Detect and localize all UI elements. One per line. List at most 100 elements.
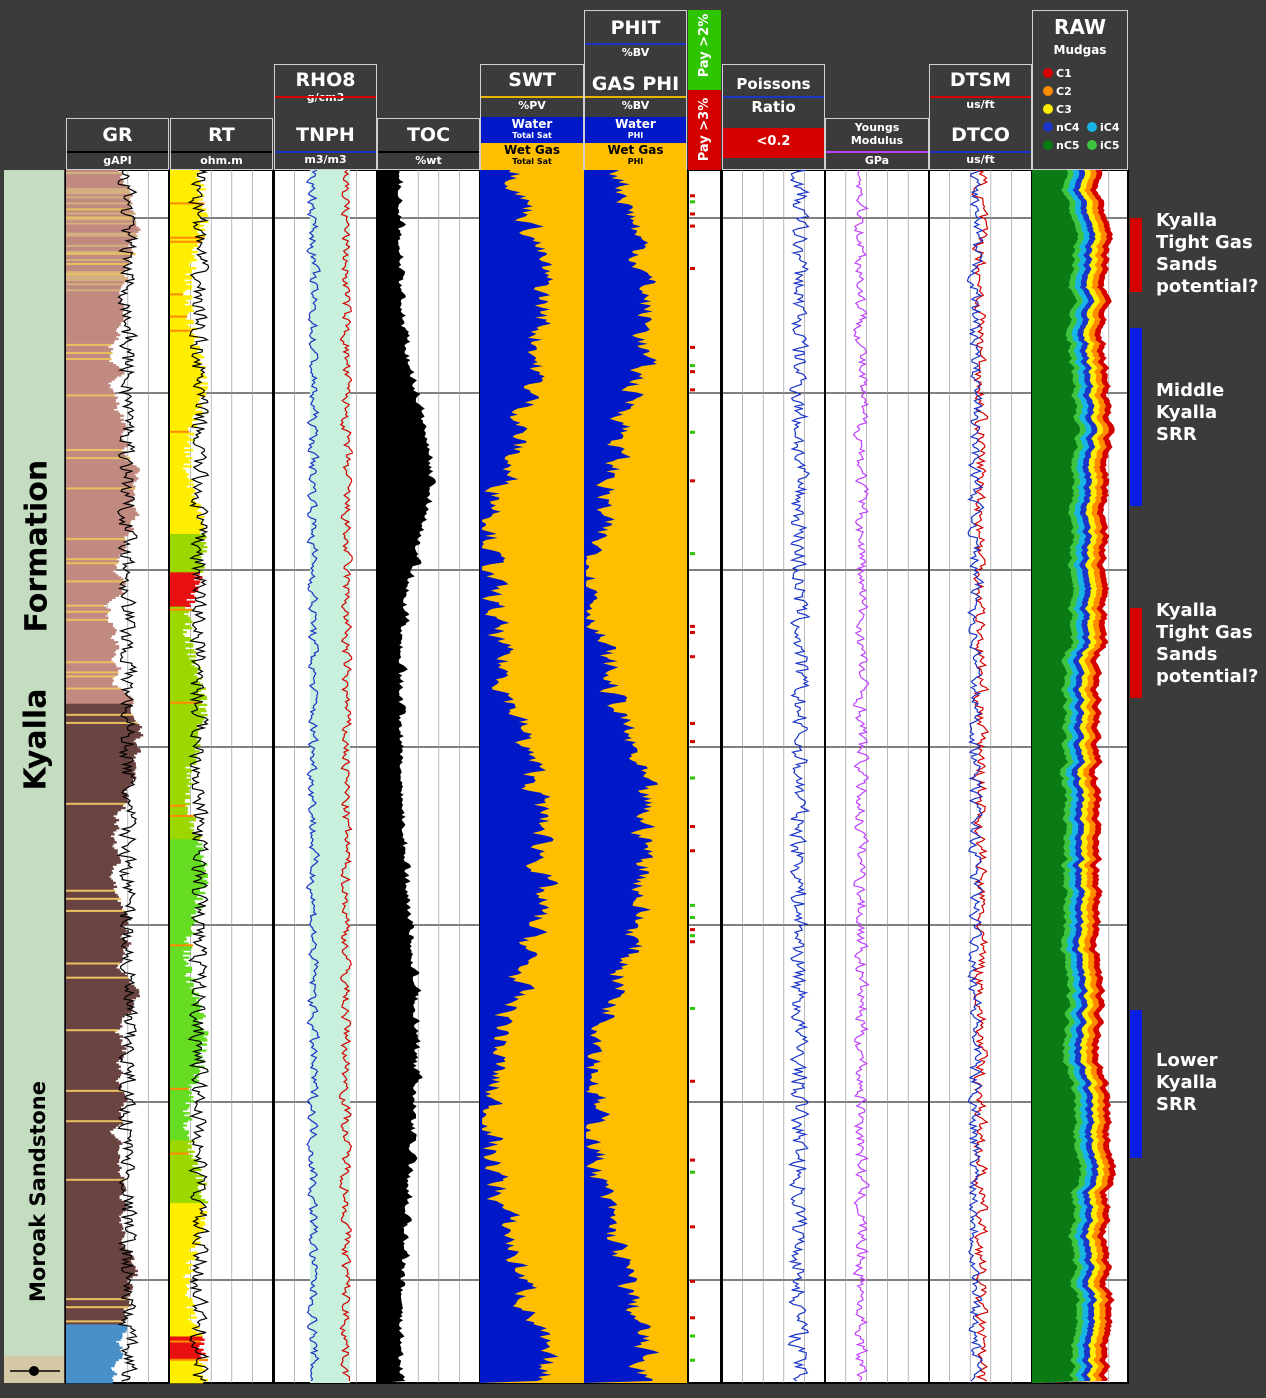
gr-fill (66, 1348, 120, 1352)
annotation-line: Kyalla (1156, 210, 1218, 231)
rt-fill (170, 901, 196, 905)
gr-fill (66, 212, 136, 215)
rt-fill (170, 701, 202, 705)
gr-fill (66, 384, 111, 387)
rt-fill (170, 501, 197, 504)
gr-fill (66, 315, 126, 318)
rt-fill (170, 1287, 189, 1291)
rt-fill (170, 366, 206, 369)
gr-fill (66, 485, 136, 488)
rt-fill (170, 1346, 199, 1350)
rt-fill (170, 200, 199, 203)
rt-fill (170, 537, 205, 541)
gr-fill (66, 303, 124, 306)
rt-fill (170, 529, 201, 533)
rt-fill (170, 1328, 193, 1331)
rt-fill (170, 657, 189, 660)
gr-fill (66, 400, 116, 403)
zone-label-moroak: Moroak Sandstone (26, 1081, 50, 1302)
gr-fill (66, 685, 118, 688)
gr-fill (66, 1273, 138, 1277)
rt-fill (170, 622, 185, 626)
gr-fill (66, 1267, 136, 1271)
gr-fill (66, 697, 134, 701)
rt-fill (170, 271, 192, 274)
gr-fill (66, 942, 132, 945)
annotation-line: Tight Gas (1156, 622, 1253, 643)
rt-fill (170, 273, 186, 276)
rt-fill (170, 962, 189, 965)
rt-fill (170, 1259, 190, 1263)
gr-fill (66, 210, 134, 213)
gr-fill (66, 1279, 128, 1283)
rt-fill (170, 1324, 198, 1327)
gr-fill (66, 337, 119, 341)
gr-fill (66, 1069, 122, 1073)
rt-fill (170, 887, 200, 891)
rt-fill (170, 867, 204, 870)
annotation-line: Middle (1156, 380, 1225, 401)
pay-flag (690, 655, 695, 659)
rt-fill (170, 246, 194, 250)
gr-fill (66, 1067, 119, 1071)
gr-fill (66, 859, 122, 862)
pay-2-label: Pay >2% (697, 13, 712, 78)
rt-fill (170, 1069, 201, 1073)
gr-fill (66, 649, 117, 652)
gr-title: GR (102, 124, 133, 146)
rt-fill (170, 1277, 191, 1281)
rt-fill (170, 244, 199, 248)
rt-fill (170, 319, 194, 323)
rt-fill (170, 794, 190, 798)
rt-fill (170, 998, 196, 1002)
gr-fill (66, 331, 118, 335)
rt-fill (170, 1104, 190, 1107)
gr-fill (66, 622, 114, 626)
gr-fill (66, 843, 114, 846)
water-fill (584, 170, 660, 1383)
pay-flag (690, 1358, 695, 1362)
gr-fill (66, 857, 121, 860)
rt-fill (170, 1004, 202, 1008)
gr-fill (66, 881, 116, 885)
gr-fill (66, 802, 126, 806)
legend-label: C1 (1056, 67, 1072, 80)
rt-fill (170, 719, 203, 723)
rt-fill (170, 459, 189, 462)
gr-fill (66, 1344, 120, 1348)
gr-fill (66, 691, 125, 695)
gr-fill (66, 845, 113, 848)
gr-fill (66, 1370, 115, 1374)
gr-fill (66, 467, 140, 470)
rt-fill (170, 734, 198, 737)
rt-fill (170, 503, 201, 506)
rt-fill (170, 1257, 196, 1261)
rt-fill (170, 260, 192, 264)
rt-fill (170, 448, 194, 452)
rt-fill (170, 1225, 203, 1228)
rt-fill (170, 1035, 204, 1038)
gr-fill (66, 473, 136, 476)
rt-fill (170, 548, 203, 551)
annotation-line: Kyalla (1156, 1072, 1218, 1093)
rt-fill (170, 228, 205, 232)
gr-fill (66, 962, 120, 965)
rt-fill (170, 1316, 197, 1319)
rt-fill (170, 911, 196, 915)
rt-fill (170, 875, 208, 878)
rt-fill (170, 764, 191, 767)
rt-fill (170, 645, 194, 648)
rt-fill (170, 944, 193, 947)
gr-fill (66, 887, 114, 891)
toc-unit: %wt (415, 154, 442, 167)
gr-fill (66, 994, 141, 998)
rt-fill (170, 374, 205, 377)
swt-title: SWT (508, 69, 556, 91)
rt-fill (170, 1330, 197, 1333)
rt-fill (170, 1376, 204, 1380)
gr-fill (66, 792, 128, 796)
rt-fill (170, 859, 202, 862)
rt-fill (170, 1118, 193, 1121)
gr-fill (66, 353, 111, 357)
gr-fill (66, 351, 113, 355)
